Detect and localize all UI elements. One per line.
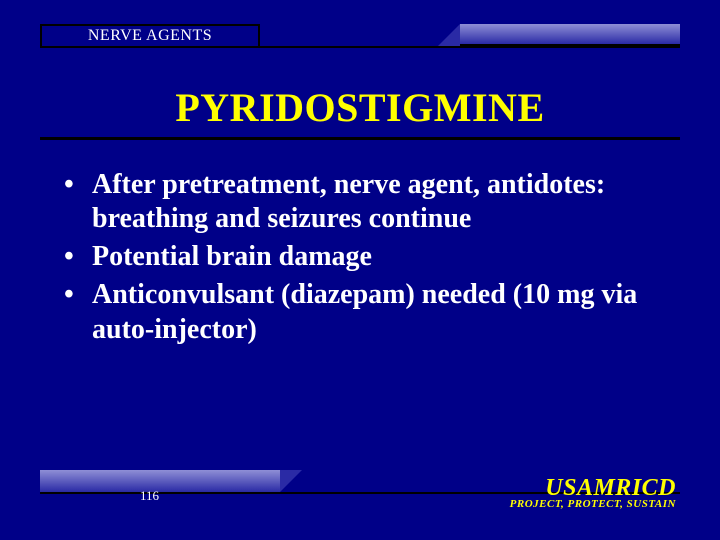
bullet-marker: • xyxy=(64,168,92,236)
header-accent-fill xyxy=(460,24,680,46)
org-block: USAMRICD PROJECT, PROTECT, SUSTAIN xyxy=(510,476,676,510)
header-tab-label: NERVE AGENTS xyxy=(88,27,212,44)
bullet-item: • After pretreatment, nerve agent, antid… xyxy=(64,168,664,236)
org-name: USAMRICD xyxy=(510,476,676,500)
bullet-text: Anticonvulsant (diazepam) needed (10 mg … xyxy=(92,278,664,346)
header-accent xyxy=(460,24,680,46)
header-region: NERVE AGENTS xyxy=(0,0,720,28)
bullet-marker: • xyxy=(64,240,92,274)
slide-title: PYRIDOSTIGMINE xyxy=(0,84,720,131)
header-rule xyxy=(40,46,680,48)
footer-accent-fill xyxy=(40,470,280,492)
page-number: 116 xyxy=(140,488,159,504)
bullet-item: • Potential brain damage xyxy=(64,240,664,274)
bullet-item: • Anticonvulsant (diazepam) needed (10 m… xyxy=(64,278,664,346)
title-rule xyxy=(40,137,680,140)
footer-accent xyxy=(40,470,280,492)
bullet-marker: • xyxy=(64,278,92,346)
bullet-text: Potential brain damage xyxy=(92,240,664,274)
bullet-text: After pretreatment, nerve agent, antidot… xyxy=(92,168,664,236)
bullet-list: • After pretreatment, nerve agent, antid… xyxy=(0,168,720,347)
header-tab: NERVE AGENTS xyxy=(40,24,260,48)
org-motto: PROJECT, PROTECT, SUSTAIN xyxy=(510,498,676,510)
